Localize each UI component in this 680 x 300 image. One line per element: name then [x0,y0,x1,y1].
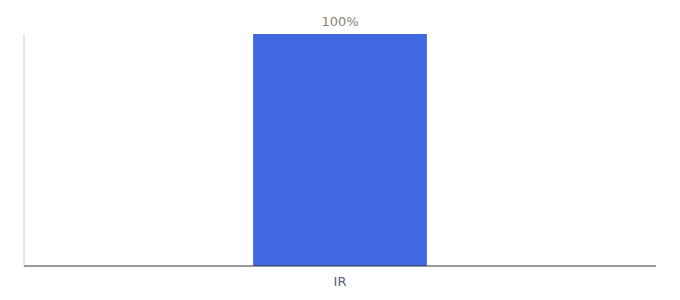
x-axis-line [24,266,656,267]
chart-container: IR 100% [0,0,680,300]
x-tick-label: IR [334,274,347,289]
data-label: 100% [321,14,358,29]
chart: IR 100% [0,0,680,300]
bars [253,34,427,266]
y-axis-line [24,34,25,266]
bar [253,34,427,266]
